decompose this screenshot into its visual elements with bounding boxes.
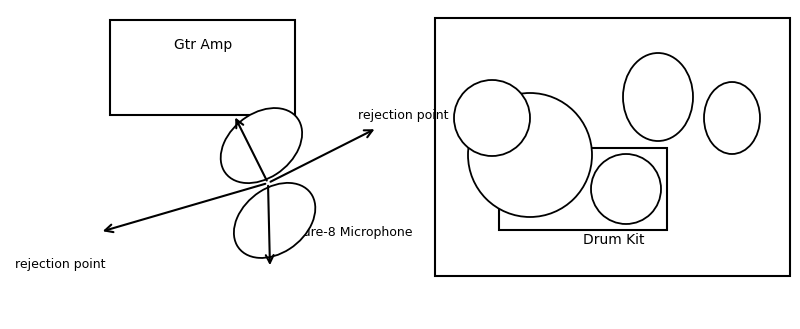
- Text: Figure-8 Microphone: Figure-8 Microphone: [285, 226, 413, 239]
- Text: rejection point: rejection point: [15, 258, 106, 271]
- Bar: [435, 18, 790, 276]
- Ellipse shape: [234, 183, 315, 258]
- Ellipse shape: [454, 80, 530, 156]
- Text: rejection point: rejection point: [358, 109, 449, 122]
- Text: Gtr Amp: Gtr Amp: [174, 38, 232, 52]
- Ellipse shape: [623, 53, 693, 141]
- Bar: [499, 148, 667, 230]
- Ellipse shape: [468, 93, 592, 217]
- Text: Drum Kit: Drum Kit: [583, 233, 645, 247]
- Ellipse shape: [704, 82, 760, 154]
- Ellipse shape: [591, 154, 661, 224]
- Ellipse shape: [221, 108, 302, 183]
- Bar: [110, 20, 295, 115]
